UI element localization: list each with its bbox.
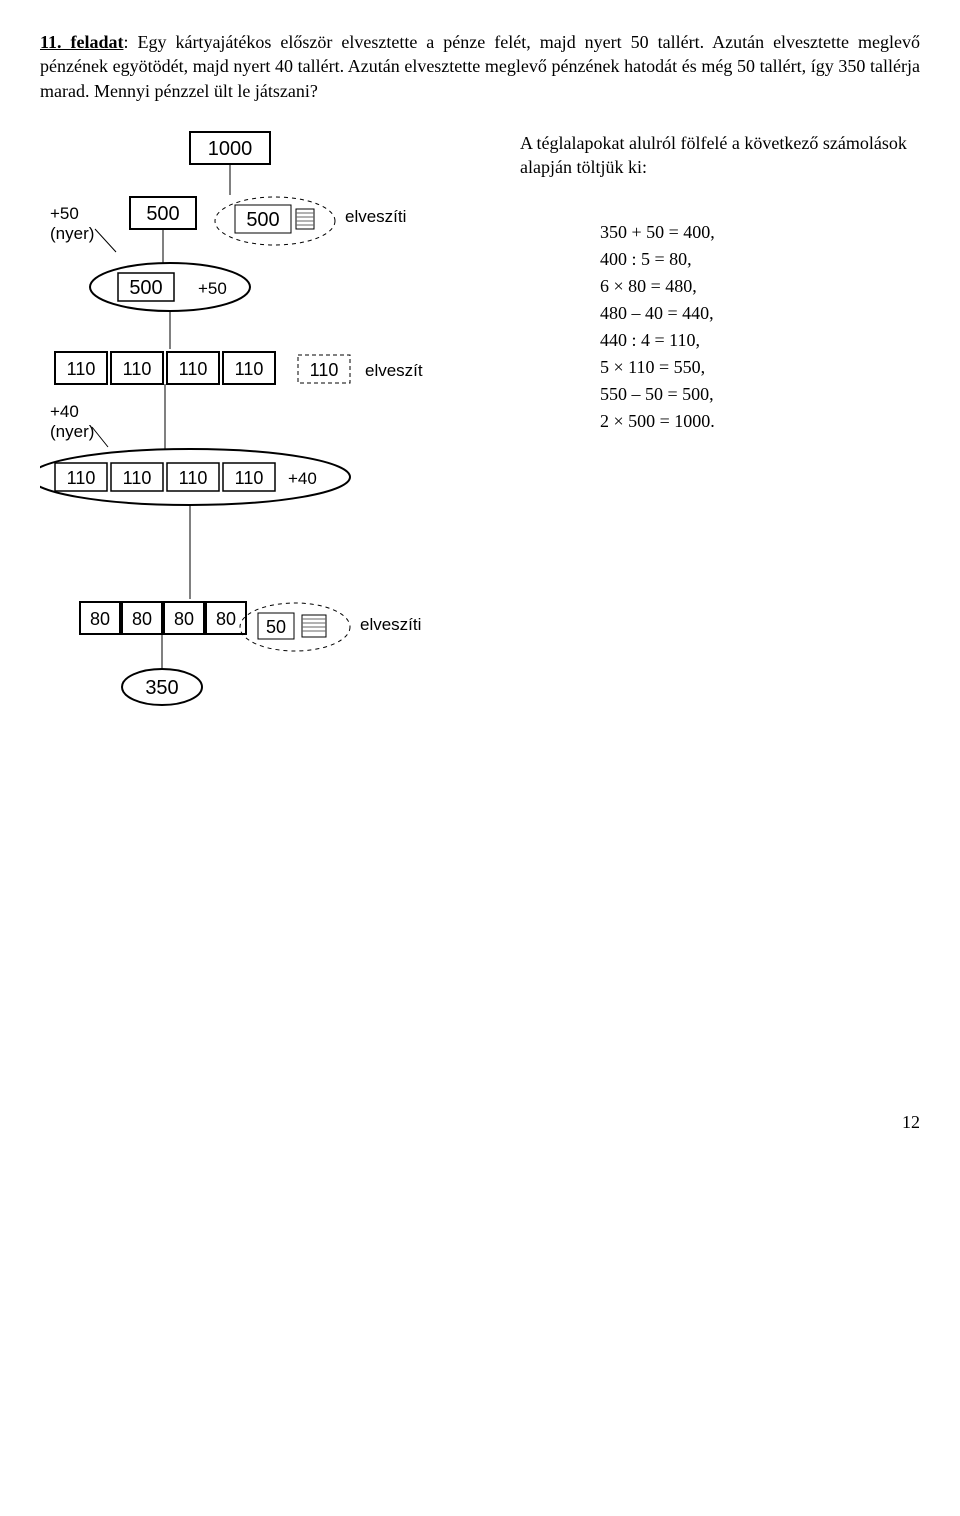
calc-line: 350 + 50 = 400, <box>600 219 920 246</box>
svg-text:(nyer): (nyer) <box>50 422 94 441</box>
svg-text:110: 110 <box>310 360 339 380</box>
svg-text:110: 110 <box>235 359 264 379</box>
svg-text:elveszíti: elveszíti <box>360 615 421 634</box>
intro-text: A téglalapokat alulról fölfelé a követke… <box>520 131 920 180</box>
calc-line: 2 × 500 = 1000. <box>600 408 920 435</box>
calc-line: 550 – 50 = 500, <box>600 381 920 408</box>
svg-text:80: 80 <box>132 609 152 629</box>
problem-statement: 11. feladat: Egy kártyajátékos először e… <box>40 30 920 103</box>
svg-text:+50: +50 <box>50 204 79 223</box>
svg-text:500: 500 <box>129 277 162 299</box>
diagram: 1000 500 500 elveszíti +50 (nyer) 500 <box>40 127 500 892</box>
svg-text:110: 110 <box>67 468 96 488</box>
svg-text:110: 110 <box>179 468 208 488</box>
calc-line: 480 – 40 = 440, <box>600 300 920 327</box>
svg-text:80: 80 <box>174 609 194 629</box>
calculations: 350 + 50 = 400, 400 : 5 = 80, 6 × 80 = 4… <box>520 219 920 435</box>
svg-text:+40: +40 <box>50 402 79 421</box>
svg-text:+50: +50 <box>198 279 227 298</box>
svg-text:350: 350 <box>145 677 178 699</box>
svg-text:(nyer): (nyer) <box>50 224 94 243</box>
problem-text: : Egy kártyajátékos először elvesztette … <box>40 32 920 101</box>
page-number: 12 <box>40 1112 920 1133</box>
svg-text:500: 500 <box>146 203 179 225</box>
svg-text:80: 80 <box>216 609 236 629</box>
calc-line: 400 : 5 = 80, <box>600 246 920 273</box>
calc-line: 5 × 110 = 550, <box>600 354 920 381</box>
svg-text:110: 110 <box>123 359 152 379</box>
svg-text:elveszít: elveszít <box>365 361 423 380</box>
svg-text:50: 50 <box>266 617 286 637</box>
calc-line: 440 : 4 = 110, <box>600 327 920 354</box>
svg-text:110: 110 <box>235 468 264 488</box>
svg-text:80: 80 <box>90 609 110 629</box>
svg-text:110: 110 <box>67 359 96 379</box>
calc-line: 6 × 80 = 480, <box>600 273 920 300</box>
top-box-text: 1000 <box>208 138 253 160</box>
svg-text:elveszíti: elveszíti <box>345 207 406 226</box>
problem-lead: 11. feladat <box>40 32 123 52</box>
svg-text:110: 110 <box>123 468 152 488</box>
svg-text:+40: +40 <box>288 469 317 488</box>
svg-text:110: 110 <box>179 359 208 379</box>
svg-text:500: 500 <box>246 209 279 231</box>
